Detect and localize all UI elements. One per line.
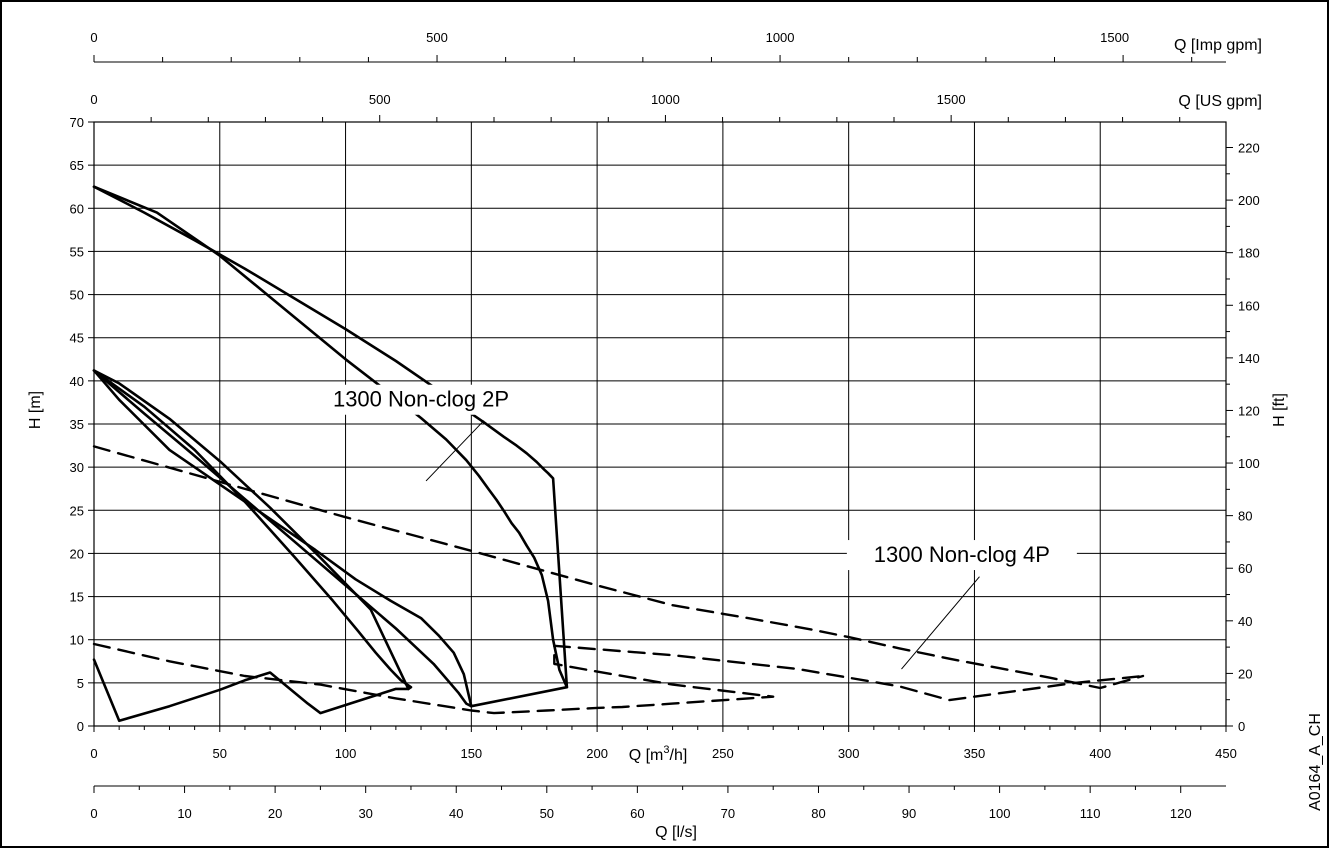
tick-label-x-primary-100: 100 <box>335 746 357 761</box>
head-ft-axis-title: H [ft] <box>1271 393 1288 427</box>
tick-label-y-ft-40: 40 <box>1238 614 1252 629</box>
tick-label-x-imp-gpm-0: 0 <box>90 30 97 45</box>
tick-label-x-ls-120: 120 <box>1170 806 1192 821</box>
tick-label-x-us-gpm-1500: 1500 <box>937 92 966 107</box>
tick-label-x-ls-100: 100 <box>989 806 1011 821</box>
flow-m3h-axis-title-base: Q [m <box>629 747 664 764</box>
leader-line-2P <box>425 420 485 482</box>
tick-label-x-primary-300: 300 <box>838 746 860 761</box>
label-background-2P <box>306 384 537 415</box>
curve-2P-3 <box>92 369 473 708</box>
curve-2P-0 <box>92 185 569 723</box>
tick-label-x-primary-150: 150 <box>460 746 482 761</box>
tick-label-x-imp-gpm-1000: 1000 <box>766 30 795 45</box>
tick-label-x-ls-10: 10 <box>177 806 191 821</box>
tick-label-y-primary-50: 50 <box>70 288 84 303</box>
tick-label-y-primary-35: 35 <box>70 417 84 432</box>
tick-label-y-ft-60: 60 <box>1238 561 1252 576</box>
flow-ls-axis-title: Q [l/s] <box>655 824 697 841</box>
head-m-axis-title: H [m] <box>27 391 44 429</box>
curve-4P-4 <box>92 445 1145 690</box>
tick-label-y-primary-45: 45 <box>70 331 84 346</box>
tick-label-x-us-gpm-0: 0 <box>90 92 97 107</box>
us-gpm-axis-title: Q [US gpm] <box>1178 93 1262 110</box>
tick-label-y-primary-5: 5 <box>77 676 84 691</box>
curve-2P-1 <box>92 185 569 689</box>
tick-label-x-primary-250: 250 <box>712 746 734 761</box>
tick-label-y-primary-40: 40 <box>70 374 84 389</box>
imp-gpm-axis-title: Q [Imp gpm] <box>1174 37 1262 54</box>
performance-curves <box>92 185 1145 723</box>
curve-2P-2 <box>92 369 413 691</box>
tick-label-x-ls-70: 70 <box>721 806 735 821</box>
tick-label-x-primary-200: 200 <box>586 746 608 761</box>
tick-label-y-primary-20: 20 <box>70 546 84 561</box>
tick-label-y-ft-140: 140 <box>1238 351 1260 366</box>
label-background-4P <box>846 540 1077 571</box>
grid <box>93 121 1227 727</box>
tick-label-x-ls-0: 0 <box>90 806 97 821</box>
tick-label-x-ls-90: 90 <box>902 806 916 821</box>
tick-label-y-primary-55: 55 <box>70 244 84 259</box>
tick-label-x-ls-80: 80 <box>811 806 825 821</box>
curve-label-2P: 1300 Non-clog 2P <box>333 387 509 412</box>
flow-m3h-axis-title: Q [m3/h] <box>629 744 688 764</box>
tick-label-y-ft-100: 100 <box>1238 456 1260 471</box>
axes: 0 50 100 150 200 250 300 350 400 4500510152025303… <box>70 30 1260 821</box>
tick-label-y-primary-0: 0 <box>77 719 84 734</box>
tick-label-x-primary-350: 350 <box>964 746 986 761</box>
tick-label-x-primary-50: 50 <box>213 746 227 761</box>
tick-label-y-ft-20: 20 <box>1238 666 1252 681</box>
curve-annotations: 1300 Non-clog 2P 1300 Non-clog 4P <box>306 384 1077 670</box>
tick-label-x-ls-50: 50 <box>540 806 554 821</box>
tick-label-y-primary-70: 70 <box>70 115 84 130</box>
tick-label-x-ls-60: 60 <box>630 806 644 821</box>
tick-label-x-primary-0: 0 <box>90 746 97 761</box>
tick-label-x-ls-30: 30 <box>358 806 372 821</box>
tick-label-x-ls-110: 110 <box>1080 806 1101 821</box>
curve-label-4P: 1300 Non-clog 4P <box>874 542 1050 567</box>
tick-label-x-imp-gpm-1500: 1500 <box>1100 30 1129 45</box>
tick-label-x-ls-40: 40 <box>449 806 463 821</box>
tick-label-y-ft-120: 120 <box>1238 403 1260 418</box>
tick-label-y-primary-65: 65 <box>70 158 84 173</box>
reference-code: A0164_A_CH <box>1307 713 1324 811</box>
flow-m3h-axis-title-sup: 3 <box>663 744 669 756</box>
tick-label-x-imp-gpm-500: 500 <box>426 30 448 45</box>
tick-label-y-ft-0: 0 <box>1238 719 1245 734</box>
tick-label-y-ft-220: 220 <box>1238 141 1260 156</box>
tick-label-y-ft-200: 200 <box>1238 193 1260 208</box>
tick-label-y-primary-10: 10 <box>70 633 84 648</box>
tick-label-y-ft-80: 80 <box>1238 509 1252 524</box>
tick-label-x-primary-400: 400 <box>1089 746 1111 761</box>
leader-line-4P <box>901 576 980 670</box>
tick-label-y-ft-160: 160 <box>1238 298 1260 313</box>
tick-label-y-primary-15: 15 <box>70 590 84 605</box>
tick-label-y-ft-180: 180 <box>1238 246 1260 261</box>
tick-label-x-us-gpm-500: 500 <box>369 92 391 107</box>
tick-label-x-ls-20: 20 <box>268 806 282 821</box>
curve-4P-5 <box>92 642 1145 715</box>
tick-label-x-us-gpm-1000: 1000 <box>651 92 680 107</box>
tick-label-y-primary-30: 30 <box>70 460 84 475</box>
tick-label-y-primary-60: 60 <box>70 201 84 216</box>
tick-label-y-primary-25: 25 <box>70 503 84 518</box>
tick-label-x-primary-450: 450 <box>1215 746 1237 761</box>
flow-m3h-axis-title-tail: /h] <box>670 747 688 764</box>
